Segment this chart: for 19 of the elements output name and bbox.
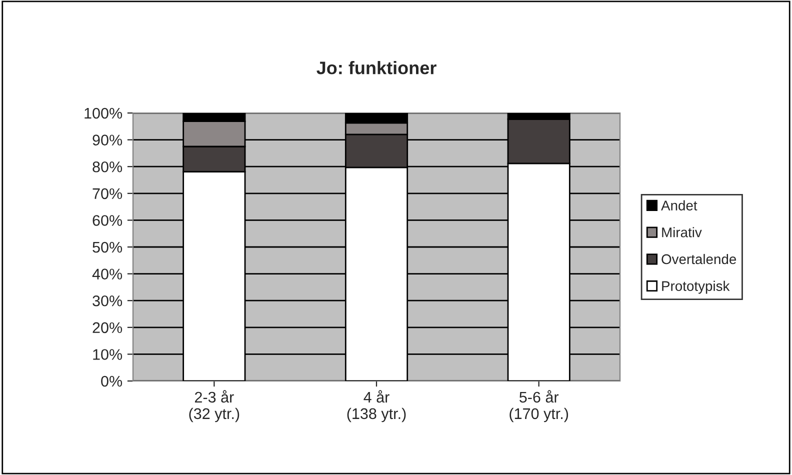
x-tick-label: 4 år (138 ytr.) (347, 390, 406, 422)
y-tick-label: 50% (92, 242, 122, 253)
chart-title: Jo: funktioner (316, 61, 436, 74)
y-tick-label: 20% (92, 322, 122, 334)
y-tick-label: 30% (92, 295, 122, 306)
legend-label: Mirativ (662, 227, 702, 238)
y-tick-label: 80% (92, 161, 122, 172)
y-tick-label: 60% (92, 215, 122, 226)
y-tick-label: 100% (84, 108, 122, 119)
y-tick-label: 40% (92, 268, 122, 280)
legend-label: Prototypisk (662, 280, 730, 294)
y-tick-label: 10% (93, 349, 122, 360)
legend-label: Andet (661, 200, 698, 210)
legend-label: Overtalende (662, 254, 736, 264)
x-tick-label: 5-6 år (170 ytr.) (510, 390, 568, 422)
y-tick-label: 90% (92, 134, 122, 146)
x-tick-label: 2-3 år (32 ytr.) (189, 390, 240, 422)
y-tick-label: 70% (92, 188, 122, 200)
y-tick-label: 0% (101, 376, 122, 387)
